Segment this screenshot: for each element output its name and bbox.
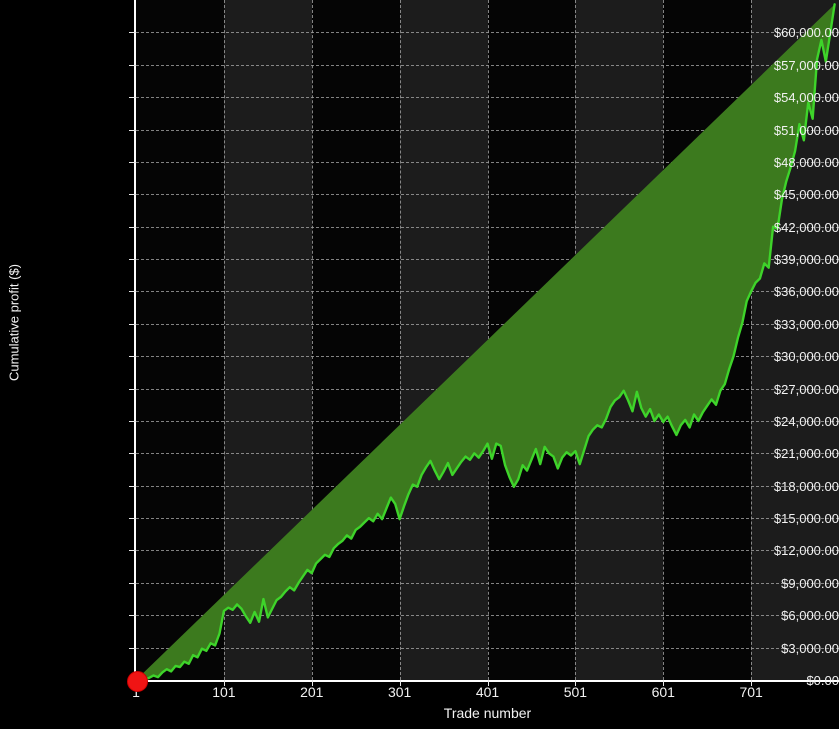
- y-tick-label: $60,000.00: [773, 25, 839, 41]
- y-tick-mark: [129, 161, 136, 163]
- y-tick-label: $15,000.00: [773, 511, 839, 527]
- x-tick-mark: [663, 680, 665, 686]
- y-tick-label: $18,000.00: [773, 478, 839, 494]
- y-tick-mark: [129, 615, 136, 617]
- x-tick-label: 101: [212, 684, 236, 700]
- y-tick-label: $54,000.00: [773, 90, 839, 106]
- y-tick-mark: [129, 453, 136, 455]
- y-tick-label: $24,000.00: [773, 413, 839, 429]
- x-axis-line: [134, 680, 839, 682]
- y-tick-label: $39,000.00: [773, 252, 839, 268]
- cumulative-profit-area-series: [136, 3, 836, 680]
- y-tick-label: $9,000.00: [781, 575, 839, 591]
- y-tick-label: $3,000.00: [781, 640, 839, 656]
- y-tick-mark: [129, 550, 136, 552]
- y-tick-mark: [129, 485, 136, 487]
- y-tick-label: $36,000.00: [773, 284, 839, 300]
- y-tick-label: $21,000.00: [773, 446, 839, 462]
- band: [399, 0, 488, 680]
- x-tick-label: 1: [132, 684, 140, 700]
- x-tick-label: 501: [563, 684, 588, 700]
- x-tick-label: 301: [387, 684, 412, 700]
- x-tick-mark: [751, 680, 753, 686]
- y-tick-mark: [129, 420, 136, 422]
- y-tick-label: $48,000.00: [773, 154, 839, 170]
- y-tick-label: $33,000.00: [773, 316, 839, 332]
- y-tick-mark: [129, 518, 136, 520]
- y-tick-mark: [129, 226, 136, 228]
- y-axis-line: [134, 0, 136, 681]
- x-tick-mark: [575, 680, 577, 686]
- x-tick-mark: [311, 680, 313, 686]
- x-tick-mark: [487, 680, 489, 686]
- y-tick-label: $30,000.00: [773, 349, 839, 365]
- y-tick-label: $45,000.00: [773, 187, 839, 203]
- x-tick-label: 201: [300, 684, 324, 700]
- plot-area: [136, 0, 839, 680]
- y-tick-mark: [129, 32, 136, 34]
- y-tick-mark: [129, 291, 136, 293]
- y-tick-mark: [129, 259, 136, 261]
- y-tick-mark: [129, 323, 136, 325]
- gridline-vertical: [751, 0, 753, 680]
- gridline-vertical: [311, 0, 313, 680]
- y-tick-label: $6,000.00: [781, 608, 839, 624]
- y-tick-mark: [129, 194, 136, 196]
- origin-marker: [127, 671, 148, 692]
- x-axis-title: Trade number: [443, 705, 532, 721]
- y-tick-label: $51,000.00: [773, 122, 839, 138]
- x-tick-label: 701: [739, 684, 763, 700]
- x-tick-label: 601: [651, 684, 675, 700]
- y-tick-mark: [129, 582, 136, 584]
- y-tick-label: $42,000.00: [773, 219, 839, 235]
- x-tick-label: 401: [475, 684, 500, 700]
- y-tick-mark: [129, 388, 136, 390]
- x-tick-mark: [223, 680, 225, 686]
- gridline-vertical: [223, 0, 225, 680]
- y-tick-mark: [129, 647, 136, 649]
- y-tick-mark: [129, 356, 136, 358]
- x-tick-mark: [399, 680, 401, 686]
- series-fill: [136, 4, 835, 680]
- y-tick-label: $0.00: [806, 673, 839, 688]
- y-tick-label: $27,000.00: [773, 381, 839, 397]
- y-tick-label: $57,000.00: [773, 57, 839, 73]
- y-tick-mark: [129, 129, 136, 131]
- y-tick-label: $12,000.00: [773, 543, 839, 559]
- y-tick-mark: [129, 64, 136, 66]
- y-axis-title: Cumulative profit ($): [6, 263, 22, 382]
- series-line: [136, 3, 836, 680]
- y-tick-mark: [129, 97, 136, 99]
- gridline-vertical: [399, 0, 401, 680]
